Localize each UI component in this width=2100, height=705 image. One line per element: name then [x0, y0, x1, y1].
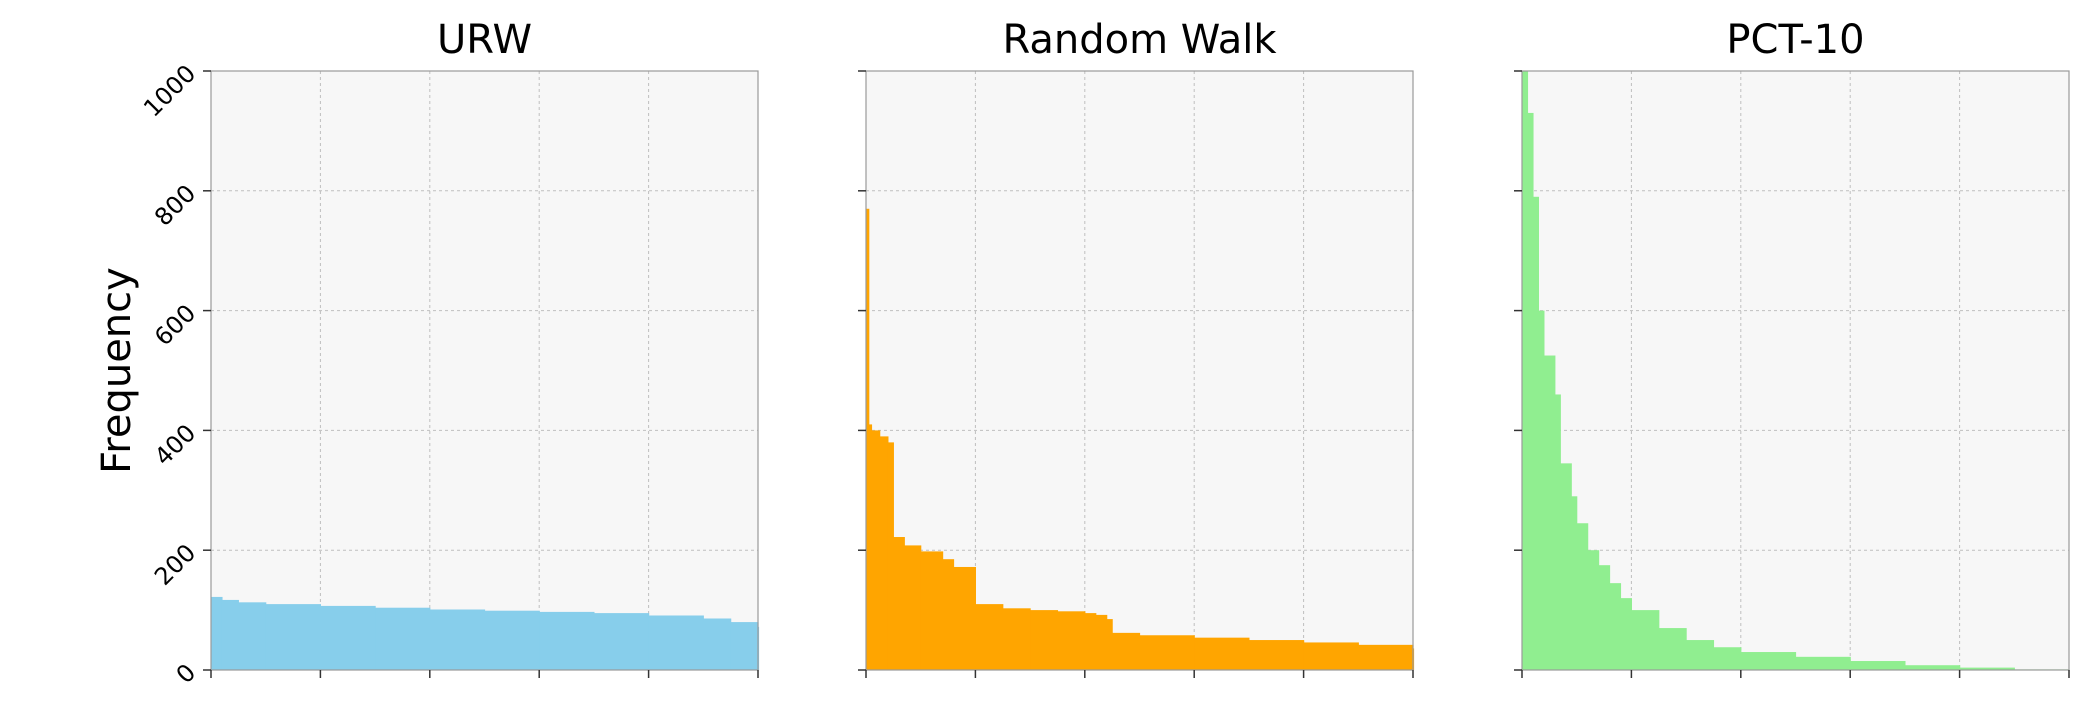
- bar: [975, 604, 1004, 670]
- bar: [866, 208, 870, 670]
- y-tick-label: 1000: [138, 59, 201, 122]
- bar: [1631, 610, 1660, 670]
- bar: [1002, 608, 1031, 670]
- panel-title: Random Walk: [1002, 17, 1277, 63]
- bar: [1030, 610, 1059, 670]
- plot-frame: [1521, 70, 2070, 671]
- bar: [953, 566, 976, 670]
- bar: [1139, 635, 1195, 670]
- bar: [221, 599, 239, 670]
- bar: [1795, 656, 1851, 670]
- y-tick-label: 0: [171, 658, 202, 689]
- bar: [648, 615, 704, 670]
- panel-title: PCT-10: [1726, 17, 1864, 63]
- y-tick-label: 400: [149, 419, 201, 471]
- bar: [539, 611, 595, 670]
- bar: [265, 604, 321, 670]
- bar: [1194, 637, 1250, 670]
- y-tick-label: 600: [149, 299, 201, 351]
- bar: [375, 607, 431, 670]
- bar: [1713, 647, 1742, 670]
- bar: [1057, 611, 1086, 670]
- bar: [1959, 667, 2015, 670]
- bar: [887, 442, 894, 670]
- bar: [1106, 619, 1113, 670]
- y-axis-label: Frequency: [94, 267, 140, 474]
- bar: [1576, 523, 1589, 670]
- bar: [879, 436, 889, 670]
- bar: [1095, 614, 1108, 670]
- bar: [320, 605, 376, 670]
- plot-area: [1522, 71, 2069, 670]
- bar: [1609, 583, 1622, 670]
- panel-title: URW: [437, 17, 532, 63]
- bar: [593, 613, 650, 670]
- bar: [1740, 652, 1797, 670]
- bar: [871, 430, 881, 670]
- bar: [1248, 640, 1305, 670]
- bar: [1112, 632, 1141, 670]
- bar: [238, 602, 267, 670]
- bar: [703, 618, 732, 670]
- y-tick-label: 200: [149, 539, 201, 591]
- bar: [1303, 642, 1359, 670]
- bar: [1554, 394, 1561, 670]
- bar: [484, 610, 540, 670]
- chart-panel-1: Random Walk: [858, 17, 1415, 678]
- bar: [1598, 565, 1611, 670]
- plot-frame: [865, 70, 1414, 671]
- bar: [1850, 661, 1906, 670]
- bar: [1571, 496, 1578, 670]
- bar: [1527, 112, 1534, 671]
- bar: [1532, 196, 1540, 671]
- bar: [429, 609, 486, 670]
- plot-area: [211, 71, 758, 670]
- bar: [1560, 463, 1572, 670]
- bar: [1358, 644, 1414, 670]
- bar: [1686, 640, 1715, 670]
- y-tick-label: 800: [149, 179, 201, 231]
- bar: [942, 559, 955, 670]
- bar: [1658, 628, 1687, 670]
- chart-panel-0: 0 200 400 600 800 1000 URW: [138, 17, 760, 689]
- bar: [1587, 550, 1600, 670]
- bar: [730, 622, 759, 670]
- bar: [920, 551, 944, 670]
- plot-frame: [210, 70, 759, 671]
- bar: [1904, 665, 1961, 670]
- bar: [868, 424, 873, 670]
- chart-panel-2: PCT-10: [1514, 17, 2070, 678]
- bar: [1620, 598, 1632, 670]
- bar: [904, 545, 922, 670]
- bar: [1522, 71, 1529, 670]
- bar: [893, 537, 905, 670]
- bar: [1084, 613, 1097, 670]
- bar: [1538, 310, 1545, 670]
- bar: [211, 596, 223, 670]
- bar: [1543, 355, 1556, 670]
